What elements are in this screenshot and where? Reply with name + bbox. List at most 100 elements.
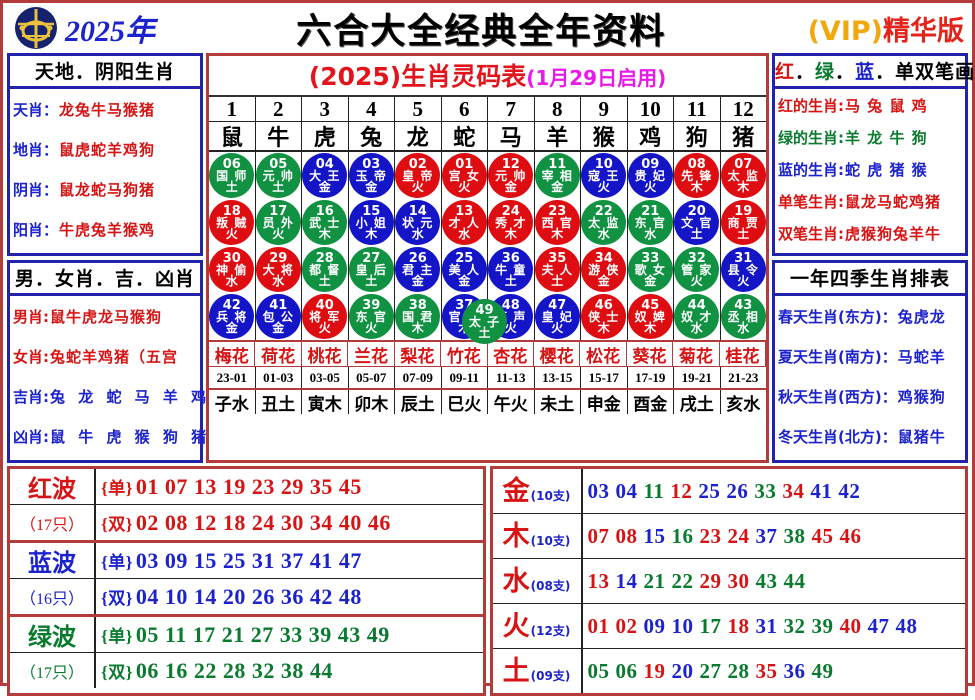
- ball-cell[interactable]: 26 君 主金: [395, 246, 442, 293]
- number-ball[interactable]: 36 牛 童土: [488, 247, 534, 292]
- ball-cell[interactable]: 17 员 外火: [255, 199, 302, 246]
- number-ball[interactable]: 42 兵 将金: [209, 294, 255, 339]
- number-ball[interactable]: 03 玉 帝金: [348, 153, 394, 198]
- number-ball[interactable]: 07 太 监木: [720, 153, 766, 198]
- number-ball[interactable]: 32 管 家火: [674, 247, 720, 292]
- number-ball[interactable]: 19 商 贾土: [720, 200, 766, 245]
- ball-cell[interactable]: 47 皇 妃火: [534, 293, 581, 340]
- number-ball[interactable]: 41 包 公金: [255, 294, 301, 339]
- ball-cell[interactable]: 07 太 监木: [720, 152, 767, 199]
- number-ball[interactable]: 15 小 姐木: [348, 200, 394, 245]
- number-ball[interactable]: 09 贵 妃火: [627, 153, 673, 198]
- number-ball[interactable]: 43 丞 相水: [720, 294, 766, 339]
- number-ball[interactable]: 18 叛 贼火: [209, 200, 255, 245]
- ball-cell[interactable]: 39 东 官火: [348, 293, 395, 340]
- number-ball[interactable]: 27 皇 后土: [348, 247, 394, 292]
- ball-cell[interactable]: 30 神 偷水: [209, 246, 256, 293]
- ball-cell[interactable]: 42 兵 将金: [209, 293, 256, 340]
- ball-cell[interactable]: 08 先 锋木: [674, 152, 721, 199]
- number-ball[interactable]: 16 武 士木: [302, 200, 348, 245]
- number-ball[interactable]: 14 状 元水: [395, 200, 441, 245]
- ball-cell[interactable]: 21 东 官水: [627, 199, 674, 246]
- number-ball[interactable]: 46 侠 士木: [581, 294, 627, 339]
- time-range-cell: 23-01: [209, 367, 256, 388]
- number-ball[interactable]: 34 游 侠金: [581, 247, 627, 292]
- number-ball[interactable]: 29 大 将水: [255, 247, 301, 292]
- ball-cell[interactable]: 23 西 官木: [534, 199, 581, 246]
- number-ball[interactable]: 12 元 帅金: [488, 153, 534, 198]
- number-ball[interactable]: 21 东 官水: [627, 200, 673, 245]
- ball-cell[interactable]: 12 元 帅金: [488, 152, 535, 199]
- number-ball[interactable]: 31 县 令火: [720, 247, 766, 292]
- ball-cell[interactable]: 44 奴 才水: [674, 293, 721, 340]
- ball-cell[interactable]: 16 武 士木: [302, 199, 349, 246]
- number-ball[interactable]: 22 太 监水: [581, 200, 627, 245]
- ball-cell[interactable]: 13 才 人水: [441, 199, 488, 246]
- number-ball[interactable]: 23 西 官木: [534, 200, 580, 245]
- number-ball[interactable]: 24 秀 才木: [488, 200, 534, 245]
- ball-cell[interactable]: 10 寇 王火: [581, 152, 628, 199]
- ball-cell[interactable]: 27 皇 后土: [348, 246, 395, 293]
- ball-cell[interactable]: 19 商 贾土: [720, 199, 767, 246]
- ball-cell[interactable]: 36 牛 童土: [488, 246, 535, 293]
- ball-cell[interactable]: 25 美 人金: [441, 246, 488, 293]
- ball-title: 县 令: [727, 263, 759, 277]
- number-ball[interactable]: 47 皇 妃火: [534, 294, 580, 339]
- ball-cell[interactable]: 29 大 将水: [255, 246, 302, 293]
- ball-cell[interactable]: 14 状 元水: [395, 199, 442, 246]
- number-ball-49[interactable]: 49 太 子土: [462, 299, 507, 344]
- ball-cell[interactable]: 31 县 令火: [720, 246, 767, 293]
- number-ball[interactable]: 05 元 帅土: [255, 153, 301, 198]
- element-number: 43: [755, 568, 778, 593]
- number-ball[interactable]: 26 君 主金: [395, 247, 441, 292]
- ball-cell[interactable]: 45 奴 婢木: [627, 293, 674, 340]
- ball-cell[interactable]: 32 管 家火: [674, 246, 721, 293]
- number-ball[interactable]: 10 寇 王火: [581, 153, 627, 198]
- number-ball[interactable]: 44 奴 才水: [674, 294, 720, 339]
- number-ball[interactable]: 08 先 锋木: [674, 153, 720, 198]
- number-ball[interactable]: 40 将 军火: [302, 294, 348, 339]
- ball-cell[interactable]: 40 将 军火: [302, 293, 349, 340]
- ball-cell[interactable]: 20 文 官土: [674, 199, 721, 246]
- ball-cell[interactable]: 03 玉 帝金: [348, 152, 395, 199]
- row-label: 夏天生肖(南方)：: [778, 348, 897, 367]
- number-ball[interactable]: 06 国 师土: [209, 153, 255, 198]
- number-ball[interactable]: 20 文 官土: [674, 200, 720, 245]
- ball-cell[interactable]: 46 侠 士木: [581, 293, 628, 340]
- ball-cell[interactable]: 34 游 侠金: [581, 246, 628, 293]
- number-ball[interactable]: 02 皇 帝火: [395, 153, 441, 198]
- number-ball[interactable]: 30 神 偷水: [209, 247, 255, 292]
- element-number: 32: [783, 613, 806, 638]
- ball-cell[interactable]: 02 皇 帝火: [395, 152, 442, 199]
- number-ball[interactable]: 11 宰 相金: [534, 153, 580, 198]
- number-ball[interactable]: 25 美 人金: [441, 247, 487, 292]
- number-ball[interactable]: 04 大 王金: [302, 153, 348, 198]
- number-ball[interactable]: 35 夫 人土: [534, 247, 580, 292]
- ball-cell[interactable]: 41 包 公金: [255, 293, 302, 340]
- number-ball[interactable]: 33 歌 女金: [627, 247, 673, 292]
- number-ball[interactable]: 38 国 君木: [395, 294, 441, 339]
- ball-cell[interactable]: 06 国 师土: [209, 152, 256, 199]
- ball-cell[interactable]: 09 贵 妃火: [627, 152, 674, 199]
- ball-cell[interactable]: 01 宫 女火: [441, 152, 488, 199]
- number-ball[interactable]: 39 东 官火: [348, 294, 394, 339]
- ball-cell[interactable]: 11 宰 相金: [534, 152, 581, 199]
- ball-cell[interactable]: 33 歌 女金: [627, 246, 674, 293]
- ball-cell[interactable]: 15 小 姐木: [348, 199, 395, 246]
- number-ball[interactable]: 13 才 人水: [441, 200, 487, 245]
- ball-cell[interactable]: 38 国 君木: [395, 293, 442, 340]
- ball-cell[interactable]: 04 大 王金: [302, 152, 349, 199]
- ball-cell[interactable]: 43 丞 相水: [720, 293, 767, 340]
- ball-number: 23: [548, 204, 567, 219]
- ball-cell[interactable]: 05 元 帅土: [255, 152, 302, 199]
- ball-cell[interactable]: 35 夫 人土: [534, 246, 581, 293]
- number-ball[interactable]: 17 员 外火: [255, 200, 301, 245]
- number-ball[interactable]: 28 都 督土: [302, 247, 348, 292]
- ball-cell[interactable]: 37官 妃木49太 子土: [441, 293, 507, 344]
- ball-cell[interactable]: 18 叛 贼火: [209, 199, 256, 246]
- number-ball[interactable]: 01 宫 女火: [441, 153, 487, 198]
- ball-cell[interactable]: 24 秀 才木: [488, 199, 535, 246]
- ball-cell[interactable]: 22 太 监水: [581, 199, 628, 246]
- ball-cell[interactable]: 28 都 督土: [302, 246, 349, 293]
- number-ball[interactable]: 45 奴 婢木: [627, 294, 673, 339]
